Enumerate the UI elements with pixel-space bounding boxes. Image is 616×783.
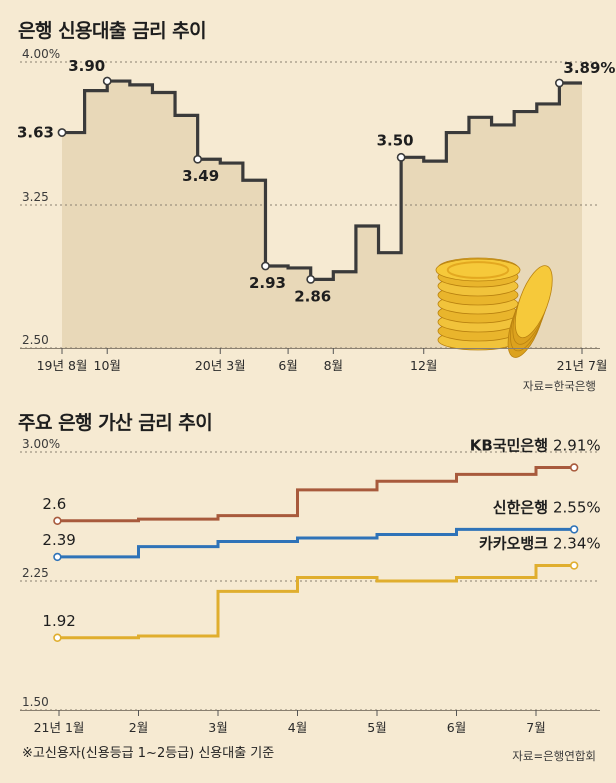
leaning-coins xyxy=(507,265,553,358)
coins-illustration xyxy=(435,257,553,358)
chart1-data-label: 2.93 xyxy=(249,274,286,292)
chart2-xtick-label: 7월 xyxy=(526,720,545,735)
chart2-end-marker xyxy=(569,525,579,534)
chart1-series-line xyxy=(62,79,582,281)
chart1-xtick-label: 10월 xyxy=(94,358,121,373)
chart2-series-value: 2.34% xyxy=(553,535,601,553)
chart1-xtick-label: 20년 3월 xyxy=(195,358,246,373)
chart2-start-label: 1.92 xyxy=(42,612,75,630)
chart1-data-label: 3.90 xyxy=(68,57,105,75)
chart1-point-marker xyxy=(554,78,564,88)
chart2-ytick-label: 2.25 xyxy=(22,566,49,580)
chart2-xtick-label: 3월 xyxy=(208,720,227,735)
chart2-title: 주요 은행 가산 금리 추이 xyxy=(18,412,213,434)
chart1-data-label: 3.50 xyxy=(377,131,414,149)
chart2-xtick-label: 5월 xyxy=(367,720,386,735)
chart1-xtick-label: 8월 xyxy=(324,358,343,373)
chart1-xtick-label: 6월 xyxy=(278,358,297,373)
coin-face xyxy=(514,265,553,339)
chart2-series-name: 신한은행 xyxy=(493,498,548,516)
chart2-start-label: 2.39 xyxy=(42,531,75,549)
chart2-xtick-label: 6월 xyxy=(447,720,466,735)
chart2-start-marker xyxy=(53,516,62,525)
chart2-series-line xyxy=(57,564,575,640)
chart1-point-marker xyxy=(396,152,406,162)
coin-rim xyxy=(446,261,510,279)
chart1-xtick-label: 21년 7월 xyxy=(557,358,608,373)
chart1-point-marker xyxy=(261,261,270,271)
chart1-point-marker xyxy=(102,76,112,86)
chart2-start-marker xyxy=(53,633,62,642)
chart1-point-marker xyxy=(57,128,67,137)
chart2-start-marker xyxy=(53,552,62,562)
footnote: ※고신용자(신용등급 1~2등급) 신용대출 기준 xyxy=(22,746,275,761)
chart1-ytick-label: 4.00% xyxy=(22,47,60,61)
chart2-start-label: 2.6 xyxy=(42,495,66,513)
chart2-series-name: KB국민은행 xyxy=(470,436,548,454)
chart1-ytick-label: 3.25 xyxy=(22,190,49,204)
chart1-data-label: 3.49 xyxy=(182,167,219,185)
chart2-series-line xyxy=(57,465,575,523)
chart1-xtick-label: 19년 8월 xyxy=(37,358,88,373)
chart1-data-label: 3.63 xyxy=(17,124,54,142)
chart2-series-value: 2.91% xyxy=(553,436,601,454)
chart1-title: 은행 신용대출 금리 추이 xyxy=(18,20,207,42)
chart2-series-value: 2.55% xyxy=(553,498,601,516)
chart2-ytick-label: 3.00% xyxy=(22,437,60,451)
chart1-point-marker xyxy=(193,154,203,164)
chart2-xtick-label: 2월 xyxy=(129,720,148,735)
chart1-source: 자료=한국은행 xyxy=(523,379,596,393)
chart2-end-marker xyxy=(569,561,579,570)
chart1-point-marker xyxy=(306,274,316,284)
chart2-xtick-label: 4월 xyxy=(288,720,307,735)
chart1-data-label: 2.86 xyxy=(294,287,331,305)
chart1-ytick-label: 2.50 xyxy=(22,333,49,347)
chart2-series-name: 카카오뱅크 xyxy=(479,535,548,553)
chart2-xtick-label: 21년 1월 xyxy=(34,720,85,735)
chart2-source: 자료=은행연합회 xyxy=(512,749,596,763)
chart2-ytick-label: 1.50 xyxy=(22,695,49,709)
chart2-series-line xyxy=(57,527,575,559)
chart2-end-marker xyxy=(569,463,579,472)
chart1-data-label: 3.89% xyxy=(563,59,615,77)
chart1-xtick-label: 12월 xyxy=(410,358,437,373)
